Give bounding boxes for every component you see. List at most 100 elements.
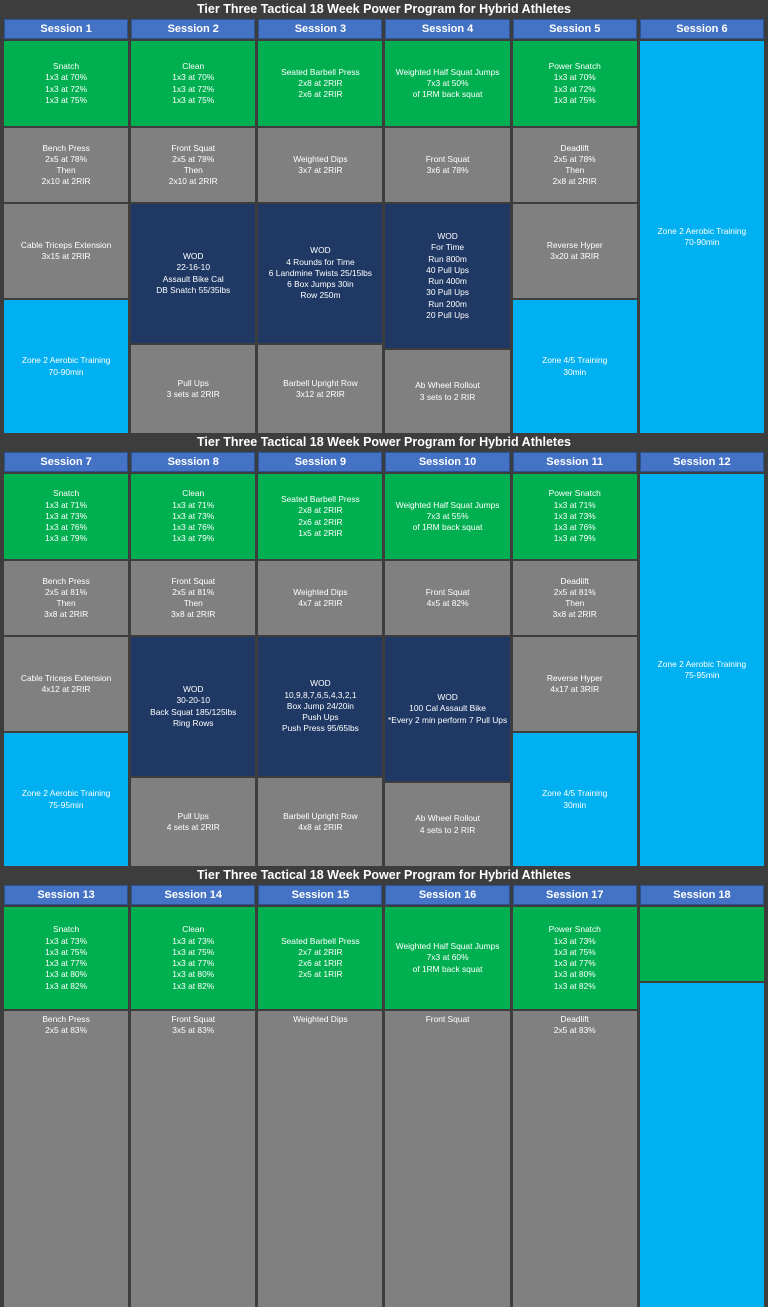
cell-line: 1x3 at 75% [553, 946, 596, 957]
cell-line: WOD [310, 678, 331, 689]
session-column: Session 11 Power Snatch 1x3 at 71% 1x3 at 7… [512, 452, 637, 866]
cell-line: 1x3 at 73% [172, 510, 215, 521]
program-section: Tier Three Tactical 18 Week Power Progra… [0, 866, 768, 1307]
program-cell: Bench Press 2x5 at 81% Then 3x8 at 2RIR [4, 561, 129, 635]
program-cell: Front Squat 4x5 at 82% [385, 561, 510, 635]
program-cell: WOD 4 Rounds for Time 6 Landmine Twists 25… [258, 204, 383, 343]
program-cell: Barbell Upright Row 4x8 at 2RIR [258, 778, 383, 866]
cell-line: Push Press 95/65lbs [281, 723, 359, 734]
cell-line: 22-16-10 [176, 262, 210, 273]
cell-line: 1x3 at 80% [172, 969, 215, 980]
cell-line: 20 Pull Ups [426, 309, 469, 320]
cell-line: Barbell Upright Row [283, 810, 358, 821]
cell-line: Reverse Hyper [546, 239, 603, 250]
program-cell: WOD For Time Run 800m 40 Pull Ups Run 400m 30… [385, 204, 510, 348]
session-header: Session 15 [258, 885, 383, 905]
cell-line: 4 sets to 2 RIR [419, 824, 476, 835]
cell-line: 2x7 at 2RIR [298, 946, 343, 957]
program-cell: Weighted Dips 3x7 at 2RIR [258, 128, 383, 202]
cell-line: Zone 2 Aerobic Training [657, 658, 747, 669]
cell-line: Run 800m [428, 253, 467, 264]
session-header: Session 14 [131, 885, 256, 905]
cell-line: Barbell Upright Row [283, 377, 358, 388]
cell-line: 2x5 at 83% [553, 1025, 596, 1036]
cell-line: 2x5 at 1RIR [298, 969, 343, 980]
cell-line: Front Squat [171, 575, 216, 586]
cell-line: 1x3 at 79% [172, 533, 215, 544]
cell-line: 2x5 at 81% [553, 586, 596, 597]
cell-line: 2x10 at 2RIR [168, 176, 218, 187]
program-cell: Seated Barbell Press 2x7 at 2RIR 2x6 at 1R… [258, 907, 383, 1009]
program-title: Tier Three Tactical 18 Week Power Progra… [197, 2, 571, 16]
program-cell: Zone 2 Aerobic Training 70-90min [639, 41, 764, 433]
cell-line: 1x3 at 82% [45, 980, 88, 991]
program-cell: Front Squat 2x5 at 78% Then 2x10 at 2RIR [131, 128, 256, 202]
session-column: Session 1 Snatch 1x3 at 70% 1x3 at 72% 1x3 a… [4, 19, 129, 433]
cell-line: 2x5 at 83% [45, 1025, 88, 1036]
cell-line: Zone 2 Aerobic Training [21, 788, 111, 799]
cell-line: 2x6 at 2RIR [298, 516, 343, 527]
cell-line: WOD [183, 684, 204, 694]
session-column: Session 14 Clean 1x3 at 73% 1x3 at 75% 1x3 a… [131, 885, 256, 1307]
session-header: Session 8 [131, 452, 256, 472]
program-cell: Front Squat 2x5 at 81% Then 3x8 at 2RIR [131, 561, 256, 635]
cell-line: Pull Ups [177, 377, 209, 388]
session-column: Session 17 Power Snatch 1x3 at 73% 1x3 at 7… [512, 885, 637, 1307]
program-cell: Weighted Half Squat Jumps 7x3 at 55% of 1R… [385, 474, 510, 559]
program-cell: Snatch 1x3 at 71% 1x3 at 73% 1x3 at 76% 1x3 … [4, 474, 129, 559]
cell-line: 1x3 at 77% [553, 958, 596, 968]
cell-line: Pull Ups [177, 810, 209, 821]
cell-line: Weighted Dips [293, 586, 348, 597]
session-column: Session 15 Seated Barbell Press 2x7 at 2RI… [258, 885, 383, 1307]
session-header: Session 17 [512, 885, 637, 905]
session-grid: Session 13 Snatch 1x3 at 73% 1x3 at 75% 1x3 … [4, 885, 764, 1307]
session-header: Session 5 [512, 19, 637, 39]
cell-line: Front Squat [425, 586, 470, 597]
cell-line: 1x3 at 73% [172, 935, 215, 946]
cell-line: 3 sets to 2 RIR [419, 391, 476, 402]
cell-line: 2x10 at 2RIR [41, 176, 91, 187]
cell-line: 1x5 at 2RIR [298, 527, 343, 538]
session-header: Session 10 [385, 452, 510, 472]
cell-line: Zone 2 Aerobic Training [657, 225, 747, 236]
cell-line: Then [183, 598, 203, 608]
session-column: Session 10 Weighted Half Squat Jumps 7x3 a… [385, 452, 510, 866]
program-cell: Cable Triceps Extension 4x12 at 2RIR [4, 637, 129, 731]
program-cell: Bench Press 2x5 at 78% Then 2x10 at 2RIR [4, 128, 129, 202]
cell-line: 30min [563, 366, 587, 377]
program-cell: Ab Wheel Rollout 4 sets to 2 RIR [385, 783, 510, 866]
program-cell: Pull Ups 3 sets at 2RIR [131, 345, 256, 433]
program-cell: Power Snatch 1x3 at 73% 1x3 at 75% 1x3 at 7… [512, 907, 637, 1009]
program-cell: Bench Press 2x5 at 83% [4, 1011, 129, 1307]
cell-line: Snatch [53, 488, 80, 499]
cell-line: 2x5 at 78% [172, 153, 215, 164]
program-cell [639, 983, 764, 1307]
program-cell: Barbell Upright Row 3x12 at 2RIR [258, 345, 383, 433]
cell-line: 75-95min [684, 670, 720, 680]
cell-line: 1x3 at 80% [45, 969, 88, 980]
cell-line: 1x3 at 73% [553, 935, 596, 946]
session-grid: Session 7 Snatch 1x3 at 71% 1x3 at 73% 1x3 a… [4, 452, 764, 866]
cell-line: Deadlift [560, 575, 589, 586]
session-column: Session 18 [639, 885, 764, 1307]
cell-line: 1x3 at 75% [45, 94, 88, 105]
session-header: Session 9 [258, 452, 383, 472]
cell-line: 3x15 at 2RIR [41, 251, 91, 261]
program-cell: Clean 1x3 at 73% 1x3 at 75% 1x3 at 77% 1x3 a… [131, 907, 256, 1009]
cell-line: Front Squat [171, 1014, 216, 1024]
session-column: Session 16 Weighted Half Squat Jumps 7x3 a… [385, 885, 510, 1307]
program-title: Tier Three Tactical 18 Week Power Progra… [197, 435, 571, 449]
session-column: Session 13 Snatch 1x3 at 73% 1x3 at 75% 1x3 … [4, 885, 129, 1307]
cell-line: 1x3 at 76% [172, 522, 215, 533]
program-cell: Zone 2 Aerobic Training 75-95min [639, 474, 764, 866]
cell-line: 4 Rounds for Time [286, 256, 355, 267]
cell-line: Then [56, 598, 76, 608]
program-cell: Weighted Dips [258, 1011, 383, 1307]
cell-line: Deadlift [560, 1014, 589, 1024]
cell-line: Ab Wheel Rollout [415, 380, 480, 391]
cell-line: Seated Barbell Press [281, 66, 360, 77]
cell-line: Weighted Dips [293, 153, 348, 164]
cell-line: 1x3 at 70% [172, 72, 215, 83]
cell-line: 2x6 at 2RIR [298, 89, 343, 100]
cell-line: 1x3 at 80% [553, 969, 596, 980]
